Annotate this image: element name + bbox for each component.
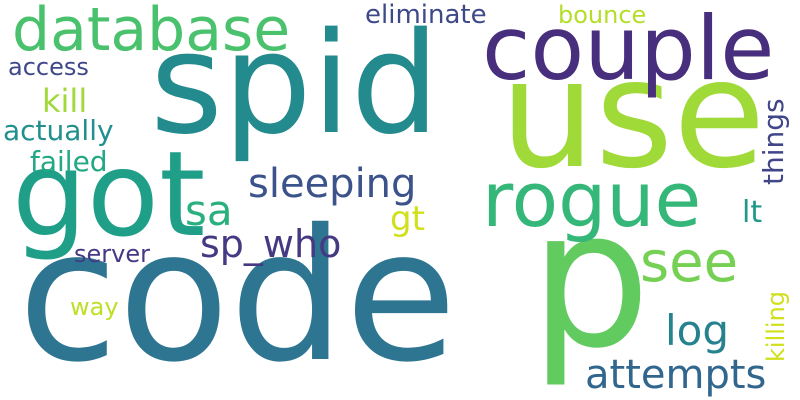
word-kill: kill: [42, 82, 88, 120]
word-failed: failed: [30, 145, 108, 178]
word-see: see: [640, 230, 739, 295]
word-log: log: [665, 306, 730, 355]
word-p: p: [530, 169, 651, 390]
word-sleeping: sleeping: [248, 161, 417, 207]
word-eliminate: eliminate: [365, 0, 487, 30]
word-got: got: [12, 125, 206, 263]
word-way: way: [70, 293, 119, 321]
word-things: things: [757, 98, 790, 185]
word-couple: couple: [482, 0, 775, 100]
word-use: use: [500, 28, 766, 202]
word-bounce: bounce: [558, 1, 647, 29]
word-gt: gt: [390, 199, 425, 239]
word-spid: spid: [150, 3, 440, 166]
word-server: server: [74, 240, 150, 268]
word-killing: killing: [762, 290, 790, 362]
word-sa: sa: [185, 186, 233, 235]
word-code: code: [18, 190, 457, 400]
word-attempts: attempts: [585, 352, 767, 398]
word-actually: actually: [3, 114, 114, 147]
word-access: access: [8, 53, 89, 81]
word-sp_who: sp_who: [200, 222, 342, 266]
word-lt: lt: [742, 195, 763, 230]
word-database: database: [12, 0, 291, 65]
word-rogue: rogue: [482, 155, 702, 244]
